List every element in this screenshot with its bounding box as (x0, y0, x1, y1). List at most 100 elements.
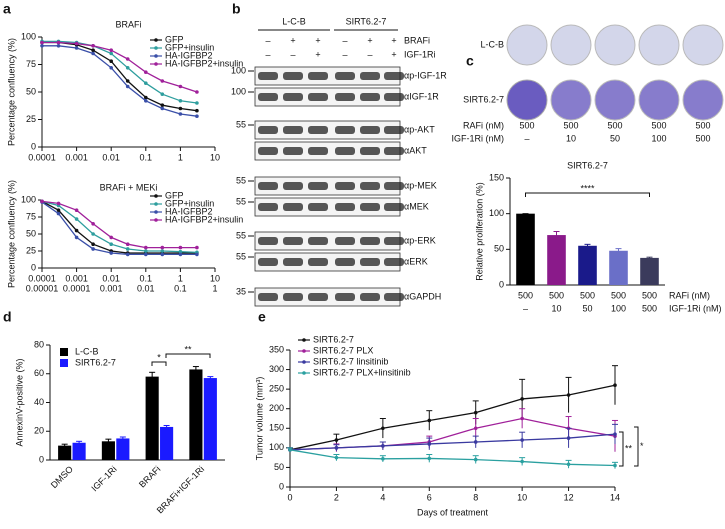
x-tick-label: 500 (518, 290, 533, 300)
y-tick-label: 25 (26, 114, 36, 124)
data-point (125, 66, 130, 70)
treatment-mark: + (315, 49, 320, 59)
legend-label: HA-IGFBP2 (165, 50, 213, 60)
data-point (473, 440, 478, 444)
y-label: Percentage confluency (%) (6, 180, 16, 288)
x-tick-label: 8 (473, 492, 478, 502)
blot-band (384, 93, 404, 101)
y-tick-label: 100 (489, 208, 504, 218)
blot-band (308, 293, 328, 301)
treatment-mark: – (367, 49, 372, 59)
blot-band (308, 72, 328, 80)
plate-well (506, 24, 548, 66)
x-tick-label: IGF-1Ri (89, 464, 118, 493)
data-point (125, 242, 130, 246)
data-point (566, 436, 571, 440)
data-point (91, 48, 95, 52)
bar (516, 213, 535, 285)
mw-marker: 100 (231, 65, 246, 75)
data-point (381, 444, 385, 448)
sig-bracket (151, 361, 167, 366)
legend-marker (154, 218, 158, 222)
mw-marker: 100 (231, 86, 246, 96)
sig-label: **** (580, 183, 595, 193)
data-point (144, 95, 148, 100)
data-point (178, 84, 183, 89)
x-tick-label: 1 (178, 152, 183, 162)
plate-treatment: IGF-1Ri (nM) (452, 133, 505, 143)
legend-marker (154, 38, 158, 42)
legend-marker (154, 202, 158, 206)
data-point (288, 448, 292, 452)
data-point (109, 66, 113, 70)
blot-band (335, 182, 355, 190)
blot-band (283, 126, 303, 134)
blot-label: αMEK (404, 201, 429, 211)
data-point (109, 51, 113, 56)
plate-well (594, 79, 636, 121)
x-tick-label: DMSO (49, 464, 75, 490)
data-point (91, 247, 95, 251)
data-point (56, 208, 61, 212)
legend-label: HA-IGFBP2+insulin (165, 214, 243, 224)
y-tick-label: 50 (274, 462, 284, 472)
blot-band (258, 126, 278, 134)
data-point (56, 211, 61, 216)
blot-band (258, 182, 278, 190)
x-tick-label-2: 10 (551, 303, 561, 313)
sig-label: * (157, 352, 161, 362)
data-point (160, 103, 165, 107)
legend-marker (302, 360, 306, 364)
plate-row-label: SIRT6.2-7 (463, 94, 504, 104)
treatment-mark: – (342, 49, 347, 59)
data-point (160, 245, 165, 250)
data-point (125, 84, 130, 89)
y-tick-label: 50 (494, 244, 504, 254)
data-point (125, 252, 130, 257)
treatment-name: IGF-1Ri (404, 49, 436, 59)
bar (72, 442, 86, 460)
blot-band (384, 72, 404, 80)
blot-band (283, 293, 303, 301)
data-point (195, 252, 199, 257)
data-point (160, 249, 165, 253)
data-point (144, 81, 148, 85)
data-point (473, 410, 478, 415)
data-point (473, 426, 478, 431)
data-point (144, 99, 148, 103)
data-point (520, 397, 524, 401)
bar (58, 445, 72, 460)
blot-label: αGAPDH (404, 291, 441, 301)
blot-band (384, 237, 404, 245)
x-tick-label: BRAFi+IGF-1Ri (155, 464, 206, 515)
series-line (41, 200, 197, 249)
panel-label: a (3, 1, 11, 17)
panel-label: b (232, 1, 241, 17)
bar (609, 250, 628, 285)
legend-label: GFP (165, 190, 184, 200)
bar (547, 235, 566, 285)
x-tick-label-2: 500 (642, 303, 657, 313)
x-tick-label: 1 (178, 273, 183, 283)
data-point (91, 232, 95, 236)
plate-well (638, 24, 680, 66)
x2-tick-label: 0.00001 (26, 283, 59, 293)
data-point (178, 245, 183, 250)
data-point (74, 41, 79, 46)
treatment-mark: – (265, 35, 270, 45)
y-label: AnnexinV-positive (%) (14, 358, 24, 446)
x-tick-label-2: 50 (582, 303, 592, 313)
bar (578, 245, 597, 285)
data-point (427, 418, 432, 423)
mw-marker: 55 (236, 175, 246, 185)
mw-marker: 35 (236, 286, 246, 296)
sig-bracket (525, 192, 650, 197)
plate-well (506, 79, 548, 121)
x-tick-label: 0.001 (65, 152, 88, 162)
x-tick-label: 10 (517, 492, 527, 502)
treatment-mark: + (391, 35, 396, 45)
row-label: RAFi (nM) (669, 290, 710, 300)
data-point (144, 245, 148, 250)
x2-tick-label: 0.001 (100, 283, 123, 293)
